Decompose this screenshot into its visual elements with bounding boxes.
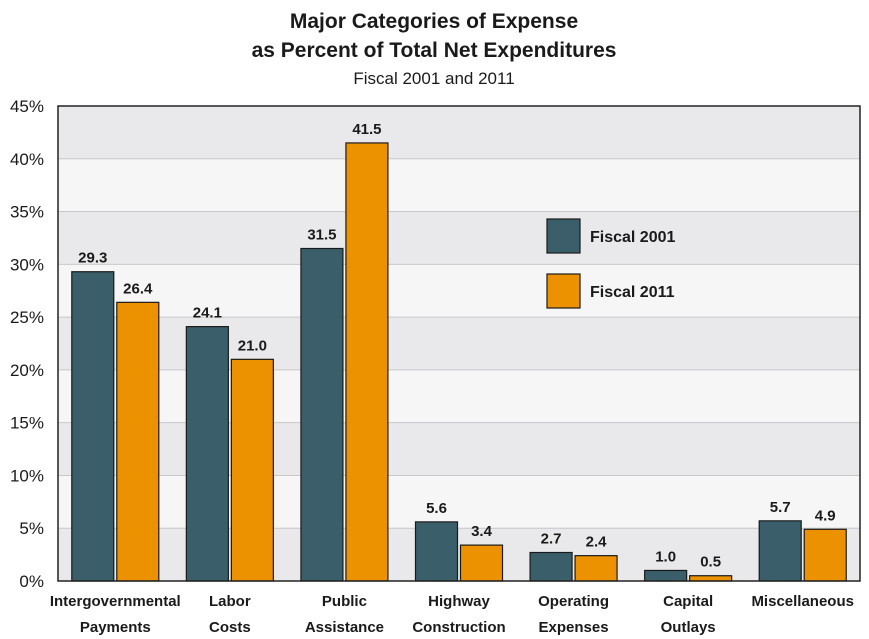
plot-band — [58, 422, 860, 476]
y-tick-label: 40% — [10, 150, 44, 169]
bar-fiscal-2001 — [414, 521, 459, 582]
y-tick-label: 15% — [10, 414, 44, 433]
y-tick-label: 45% — [10, 97, 44, 116]
plot-band — [58, 528, 860, 581]
plot-band — [58, 211, 860, 265]
bar-fiscal-2001 — [529, 551, 573, 582]
bar-fiscal-2011 — [345, 142, 389, 582]
data-labels: 29.3 26.4 24.1 21.0 31.5 41.5 5.6 3.4 2.7 2.4 1.0 0… — [78, 121, 835, 571]
legend-label: Fiscal 2011 — [590, 284, 675, 301]
x-tick-label: Payments — [80, 619, 151, 636]
x-tick-label: Highway — [428, 593, 490, 610]
bar-fiscal-2011 — [116, 301, 160, 582]
bar-fiscal-2011 — [459, 544, 504, 582]
chart-title: Major Categories of Expense — [290, 10, 578, 33]
plot-band — [58, 317, 860, 370]
data-label: 3.4 — [471, 523, 493, 540]
data-label: 0.5 — [700, 554, 721, 571]
x-tick-label: Costs — [209, 619, 251, 636]
y-tick-label: 35% — [10, 203, 44, 222]
data-label: 29.3 — [78, 250, 107, 267]
y-tick-label: 25% — [10, 308, 44, 327]
data-label: 1.0 — [655, 548, 676, 565]
bar-fiscal-2001 — [300, 247, 344, 582]
x-axis: Intergovernmental Payments Labor Costs Publi… — [50, 593, 854, 636]
data-label: 41.5 — [352, 121, 381, 138]
y-tick-label: 0% — [19, 572, 44, 591]
bar-fiscal-2011 — [574, 555, 618, 582]
bar-fiscal-2011 — [803, 528, 847, 582]
x-tick-label: Public — [322, 593, 367, 610]
y-tick-label: 10% — [10, 466, 44, 485]
legend: Fiscal 2001 Fiscal 2011 — [546, 218, 676, 309]
data-label: 31.5 — [307, 227, 336, 244]
data-label: 26.4 — [123, 280, 153, 297]
bar-fiscal-2001 — [71, 271, 115, 582]
bar-fiscal-2001 — [185, 326, 229, 582]
data-label: 5.6 — [426, 500, 447, 517]
bar-fiscal-2001 — [758, 520, 802, 582]
data-label: 24.1 — [193, 305, 222, 322]
x-tick-label: Labor — [209, 593, 251, 610]
plot-band — [58, 475, 860, 529]
data-label: 4.9 — [815, 507, 836, 524]
bar-fiscal-2011 — [230, 358, 274, 582]
plot-background — [58, 106, 860, 581]
y-axis: 0% 5% 10% 15% 20% 25% 30% 35% 40% 45% — [10, 97, 44, 591]
y-tick-label: 30% — [10, 255, 44, 274]
y-tick-label: 5% — [19, 519, 44, 538]
plot-band — [58, 264, 860, 318]
x-tick-label: Operating — [538, 593, 609, 610]
x-tick-label: Intergovernmental — [50, 593, 181, 610]
legend-swatch — [546, 218, 581, 254]
chart-title: as Percent of Total Net Expenditures — [252, 39, 617, 62]
x-tick-label: Outlays — [661, 619, 716, 636]
y-tick-label: 20% — [10, 361, 44, 380]
x-tick-label: Construction — [412, 619, 505, 636]
bar-fiscal-2011 — [689, 575, 733, 582]
data-label: 2.4 — [586, 534, 608, 551]
plot-band — [58, 369, 860, 423]
x-tick-label: Miscellaneous — [751, 593, 854, 610]
plot-band — [58, 106, 860, 159]
legend-swatch — [546, 273, 581, 309]
chart-subtitle: Fiscal 2001 and 2011 — [353, 69, 514, 88]
bar-fiscal-2001 — [644, 569, 688, 582]
x-tick-label: Assistance — [305, 619, 384, 636]
plot-band — [58, 158, 860, 212]
plot-frame — [57, 105, 861, 582]
x-tick-label: Expenses — [539, 619, 609, 636]
data-label: 2.7 — [541, 531, 562, 548]
legend-label: Fiscal 2001 — [590, 229, 676, 246]
chart-titles: Major Categories of Expense as Percent of… — [252, 10, 617, 88]
x-tick-label: Capital — [663, 593, 713, 610]
data-label: 5.7 — [770, 499, 791, 516]
data-label: 21.0 — [238, 337, 267, 354]
